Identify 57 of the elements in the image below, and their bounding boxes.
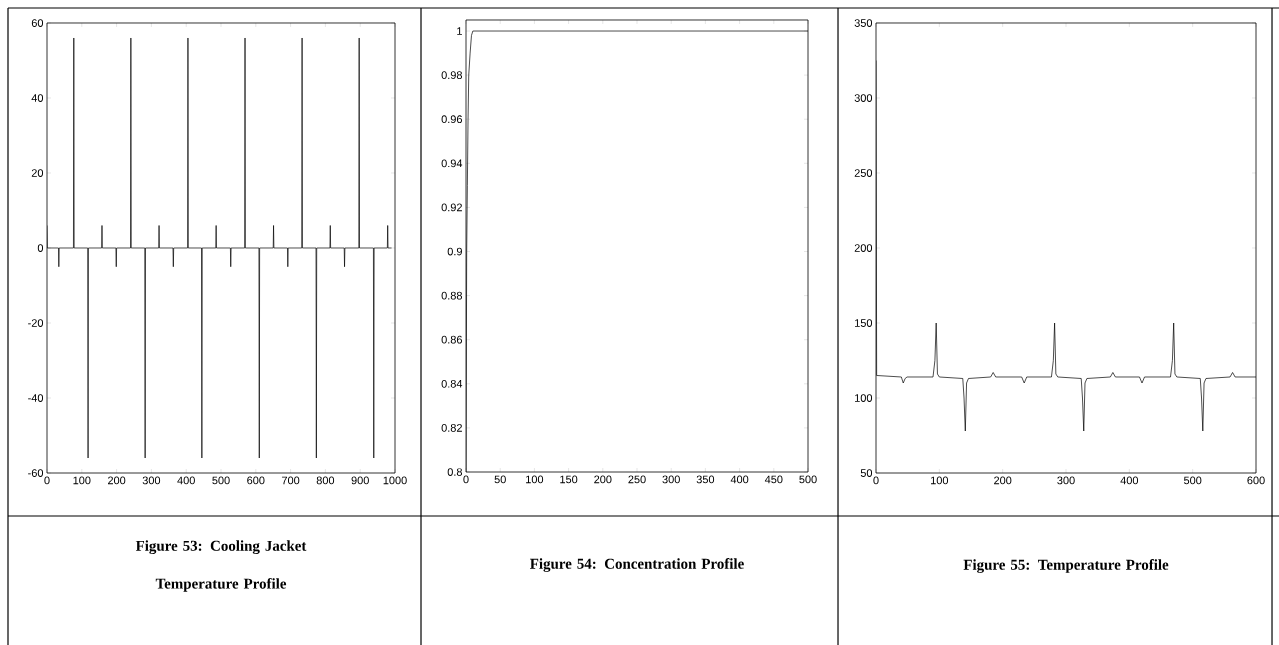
x-tick-label: 150: [560, 475, 578, 484]
x-tick-label: 500: [212, 476, 230, 485]
y-tick-label: 0.94: [441, 159, 463, 168]
x-tick-label: 500: [799, 475, 817, 484]
x-tick-label: 600: [247, 476, 265, 485]
y-tick-label: 50: [860, 469, 873, 477]
y-tick-label: 150: [855, 319, 873, 327]
x-tick-label: 50: [494, 475, 506, 484]
x-tick-label: 200: [108, 476, 126, 485]
y-tick-label: 0.82: [441, 424, 462, 432]
x-tick-label: 500: [1183, 476, 1202, 485]
y-tick-label: 350: [854, 19, 873, 27]
x-tick-label: 0: [463, 475, 469, 484]
y-tick-label: 300: [854, 94, 873, 102]
x-tick-label: 450: [764, 475, 783, 484]
x-tick-label: 400: [177, 476, 195, 485]
x-tick-label: 0: [873, 476, 879, 485]
y-tick-label: 0.84: [441, 379, 463, 388]
text: Figure 54: Concentration Profile: [530, 558, 744, 572]
y-tick-label: 100: [855, 394, 873, 402]
x-tick-label: 1000: [383, 476, 407, 485]
x-tick-label: 300: [142, 476, 161, 485]
x-tick-label: 900: [351, 476, 369, 485]
y-tick-label: -40: [28, 394, 44, 402]
y-tick-label: 0.86: [441, 335, 462, 344]
y-tick-label: 0: [37, 244, 44, 252]
y-tick-label: 0.9: [447, 247, 462, 256]
x-tick-label: 100: [73, 476, 91, 485]
x-tick-label: 100: [931, 476, 949, 485]
y-tick-label: 0.98: [441, 71, 462, 79]
x-tick-label: 350: [696, 475, 715, 484]
x-tick-label: 200: [994, 476, 1012, 485]
x-tick-label: 200: [594, 475, 612, 484]
text: Figure 55: Temperature Profile: [963, 559, 1169, 573]
x-tick-label: 800: [316, 476, 335, 485]
y-tick-label: 0.8: [447, 468, 462, 476]
y-tick-label: 200: [854, 244, 873, 252]
x-tick-label: 400: [1120, 476, 1139, 485]
y-tick-label: 40: [31, 94, 44, 102]
y-tick-label: 20: [31, 169, 44, 177]
y-tick-label: 0.92: [441, 203, 462, 212]
x-tick-label: 700: [282, 476, 300, 485]
x-tick-label: 0: [44, 476, 50, 485]
x-tick-label: 600: [1247, 476, 1265, 485]
x-tick-label: 300: [1057, 476, 1075, 485]
x-tick-label: 100: [526, 475, 544, 484]
y-tick-label: 0.88: [441, 291, 462, 300]
chart-title: Figure 53: Cooling Jacket Temperature Profile: [135, 540, 307, 592]
y-tick-label: -20: [28, 319, 44, 327]
y-tick-label: 60: [31, 19, 44, 27]
y-tick-label: 1: [457, 27, 462, 35]
y-tick-label: -60: [28, 469, 44, 477]
x-tick-label: 300: [662, 475, 680, 484]
x-tick-label: 250: [628, 475, 646, 484]
y-tick-label: 250: [854, 169, 873, 177]
x-tick-label: 400: [730, 475, 749, 484]
y-tick-label: 0.96: [441, 115, 462, 124]
